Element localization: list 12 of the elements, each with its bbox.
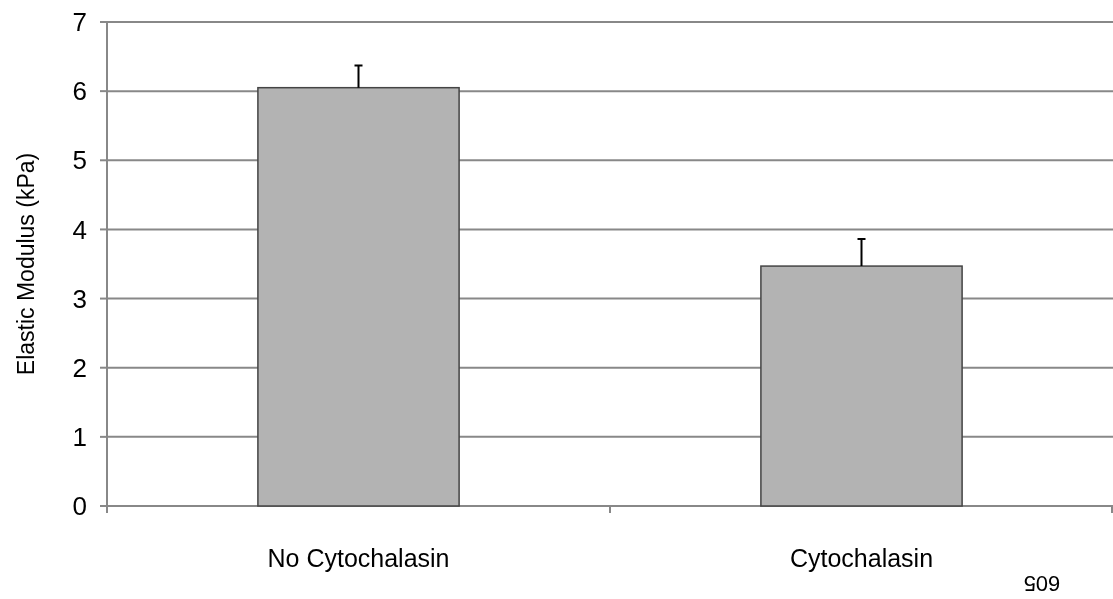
y-axis-title: Elastic Modulus (kPa) bbox=[13, 152, 39, 376]
y-tick-label: 3 bbox=[72, 283, 87, 314]
y-tick-label: 1 bbox=[72, 421, 87, 452]
y-tick-label: 2 bbox=[72, 352, 87, 383]
y-tick-label: 5 bbox=[72, 145, 87, 176]
y-tick-label: 0 bbox=[72, 491, 87, 522]
x-tick-label: No Cytochalasin bbox=[267, 544, 450, 572]
x-tick-label: Cytochalasin bbox=[789, 544, 934, 572]
y-tick-label: 7 bbox=[72, 7, 87, 38]
text: 605 bbox=[1023, 571, 1061, 596]
y-tick-label: 4 bbox=[72, 214, 87, 245]
y-tick-label: 6 bbox=[72, 76, 87, 107]
